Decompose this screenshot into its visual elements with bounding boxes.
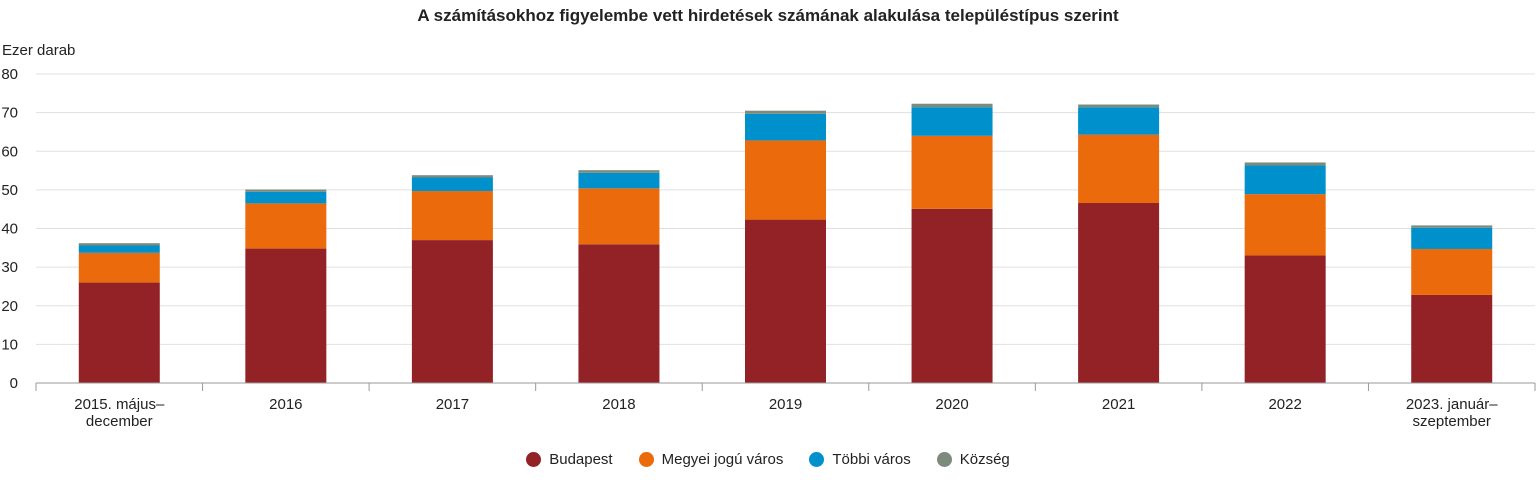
bar-többi-város: [78, 245, 160, 253]
legend-item[interactable]: Többi város: [809, 451, 911, 468]
x-tick-label: 2016: [269, 396, 302, 413]
bar-megyei-jogú-város: [1078, 134, 1160, 204]
bar-többi-város: [911, 107, 993, 136]
bar-község: [411, 175, 493, 178]
bar-megyei-jogú-város: [78, 252, 160, 283]
legend-item[interactable]: Község: [936, 451, 1010, 468]
bar-község: [245, 189, 327, 192]
bar-megyei-jogú-város: [1411, 248, 1493, 295]
bar-budapest: [78, 282, 160, 383]
legend-item[interactable]: Megyei jogú város: [638, 451, 784, 468]
bar-község: [745, 110, 826, 114]
y-tick-label: 60: [1, 143, 18, 160]
bar-község: [1244, 162, 1326, 166]
y-tick-label: 20: [1, 298, 18, 315]
y-tick-label: 80: [1, 66, 18, 83]
bar-megyei-jogú-város: [245, 203, 327, 249]
x-tick-label: 2019: [769, 396, 802, 413]
y-tick-label: 10: [1, 336, 18, 353]
legend-marker-icon: [936, 452, 952, 467]
bar-többi-város: [745, 113, 826, 141]
legend-marker-icon: [809, 452, 825, 467]
bar-község: [911, 103, 993, 108]
x-tick-label: 2015. május–: [74, 396, 165, 413]
bar-község: [578, 170, 660, 173]
x-tick-label: 2020: [935, 396, 968, 413]
x-tick-label: szeptember: [1413, 413, 1491, 430]
y-tick-label: 70: [1, 105, 18, 122]
bar-többi-város: [1078, 107, 1160, 135]
bar-megyei-jogú-város: [911, 135, 993, 209]
bar-többi-város: [578, 172, 660, 189]
stacked-bar-chart: 0 10 20 30 40 50 60 70 80 2015. május–december 201…: [1, 66, 1536, 430]
legend-marker-icon: [638, 452, 654, 467]
bar-többi-város: [1411, 227, 1493, 249]
x-tick-label: 2017: [436, 396, 469, 413]
bar-budapest: [411, 240, 493, 383]
x-tick-label: 2021: [1102, 396, 1135, 413]
bar-megyei-jogú-város: [578, 188, 660, 245]
y-tick-label: 40: [1, 221, 18, 238]
bar-budapest: [745, 219, 826, 383]
bar-budapest: [1078, 203, 1160, 383]
bar-budapest: [1411, 294, 1493, 383]
x-tick-label: 2022: [1268, 396, 1301, 413]
y-tick-label: 30: [1, 259, 18, 276]
bar-megyei-jogú-város: [1244, 194, 1326, 256]
bar-többi-város: [411, 177, 493, 192]
x-tick-label: 2023. január–: [1406, 396, 1498, 413]
bar-budapest: [245, 248, 327, 383]
bar-község: [1078, 104, 1160, 108]
chart-title: A számításokhoz figyelembe vett hirdetés…: [417, 6, 1119, 25]
y-axis-label: Ezer darab: [2, 42, 76, 59]
legend-label: Budapest: [549, 451, 613, 468]
legend-label: Többi város: [832, 451, 911, 468]
bar-község: [1411, 225, 1493, 228]
y-tick-label: 0: [10, 375, 18, 392]
bar-budapest: [578, 244, 660, 383]
y-tick-label: 50: [1, 182, 18, 199]
bar-megyei-jogú-város: [745, 140, 826, 220]
bar-budapest: [1244, 255, 1326, 383]
x-tick-label: december: [86, 413, 153, 430]
bar-többi-város: [245, 191, 327, 204]
legend-label: Község: [959, 451, 1010, 468]
bar-budapest: [911, 208, 993, 383]
x-tick-label: 2018: [602, 396, 635, 413]
bar-község: [78, 243, 160, 246]
legend: Budapest Megyei jogú város Többi város Közs…: [0, 451, 1536, 468]
bar-megyei-jogú-város: [411, 191, 493, 241]
bar-többi-város: [1244, 165, 1326, 195]
legend-marker-icon: [526, 452, 542, 467]
legend-item[interactable]: Budapest: [526, 451, 613, 468]
legend-label: Megyei jogú város: [661, 451, 784, 468]
